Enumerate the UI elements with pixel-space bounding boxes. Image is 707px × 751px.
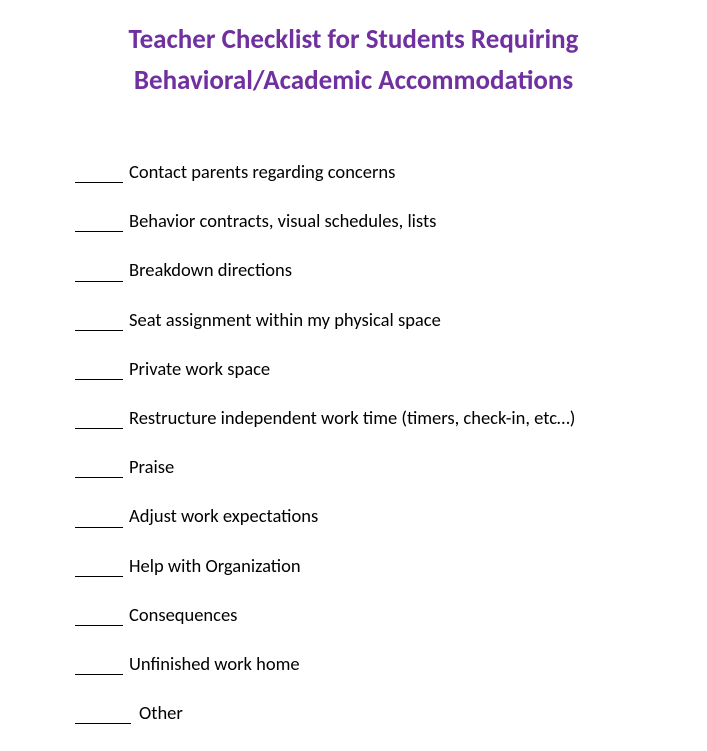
item-text: Restructure independent work time (timer…: [129, 407, 575, 429]
item-text: Help with Organization: [129, 555, 301, 577]
blank-line: [75, 674, 123, 675]
checklist-item: Breakdown directions: [75, 259, 707, 281]
item-text: Private work space: [129, 358, 270, 380]
item-text: Contact parents regarding concerns: [129, 161, 395, 183]
page-title: Teacher Checklist for Students Requiring…: [0, 20, 707, 101]
blank-line: [75, 477, 123, 478]
item-text: Praise: [129, 456, 174, 478]
checklist-container: Contact parents regarding concerns Behav…: [0, 161, 707, 724]
checklist-item: Seat assignment within my physical space: [75, 309, 707, 331]
blank-line: [75, 182, 123, 183]
checklist-item: Adjust work expectations: [75, 505, 707, 527]
checklist-item: Contact parents regarding concerns: [75, 161, 707, 183]
blank-line: [75, 379, 123, 380]
blank-line: [75, 723, 131, 724]
blank-line: [75, 625, 123, 626]
blank-line: [75, 576, 123, 577]
item-text: Other: [139, 702, 183, 724]
item-text: Consequences: [129, 604, 237, 626]
blank-line: [75, 231, 123, 232]
item-text: Unfinished work home: [129, 653, 300, 675]
blank-line: [75, 281, 123, 282]
checklist-item: Behavior contracts, visual schedules, li…: [75, 210, 707, 232]
blank-line: [75, 330, 123, 331]
item-text: Seat assignment within my physical space: [129, 309, 441, 331]
blank-line: [75, 527, 123, 528]
item-text: Breakdown directions: [129, 259, 292, 281]
checklist-item: Restructure independent work time (timer…: [75, 407, 707, 429]
item-text: Adjust work expectations: [129, 505, 318, 527]
checklist-item: Private work space: [75, 358, 707, 380]
blank-line: [75, 428, 123, 429]
checklist-item: Unfinished work home: [75, 653, 707, 675]
checklist-item: Other: [75, 702, 707, 724]
checklist-item: Consequences: [75, 604, 707, 626]
checklist-item: Praise: [75, 456, 707, 478]
checklist-item: Help with Organization: [75, 555, 707, 577]
item-text: Behavior contracts, visual schedules, li…: [129, 210, 436, 232]
